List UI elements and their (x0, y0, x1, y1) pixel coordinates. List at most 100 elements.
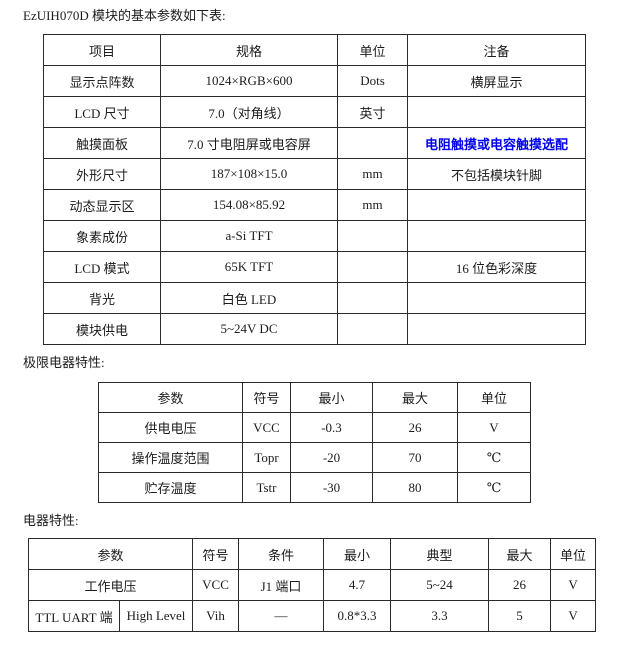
table-row: LCD 尺寸 7.0（对角线） 英寸 (43, 96, 586, 128)
table-cell: TTL UART 端 (28, 600, 120, 632)
table-cell: 象素成份 (43, 220, 161, 252)
limit-characteristics-table: 参数 符号 最小 最大 单位 供电电压 VCC -0.3 26 V 操作温度范围… (98, 382, 531, 503)
table-cell: 贮存温度 (98, 472, 243, 503)
table-cell: 5~24 (390, 569, 490, 601)
table-cell: J1 端口 (238, 569, 325, 601)
table-cell: 26 (372, 412, 458, 443)
header-min: 最小 (323, 538, 392, 570)
electrical-table-header-row: 参数 符号 条件 最小 典型 最大 单位 (27, 538, 597, 570)
table-cell (337, 313, 408, 345)
table-cell (337, 282, 408, 314)
header-max: 最大 (372, 382, 458, 413)
table-cell: 70 (372, 442, 458, 473)
header-note: 注备 (407, 34, 586, 66)
table-cell: 187×108×15.0 (160, 158, 338, 190)
table-cell: -0.3 (290, 412, 373, 443)
table-cell: ℃ (457, 472, 531, 503)
header-min: 最小 (290, 382, 373, 413)
table-cell: LCD 模式 (43, 251, 161, 283)
table-cell: 1024×RGB×600 (160, 65, 338, 97)
electrical-section-heading: 电器特性: (23, 513, 79, 528)
table-cell: High Level (118, 600, 194, 632)
table-cell: 3.3 (390, 600, 490, 632)
table-cell: 154.08×85.92 (160, 189, 338, 221)
table-cell: mm (337, 189, 408, 221)
header-symbol: 符号 (192, 538, 240, 570)
table-row: 触摸面板 7.0 寸电阻屏或电容屏 电阻触摸或电容触摸选配 (43, 127, 586, 159)
table-cell: 触摸面板 (43, 127, 161, 159)
header-parameter: 参数 (98, 382, 243, 413)
header-typical: 典型 (390, 538, 490, 570)
table-cell: ℃ (457, 442, 531, 473)
table-cell: 80 (372, 472, 458, 503)
header-spec: 规格 (160, 34, 338, 66)
table-cell: V (550, 569, 597, 601)
table-cell (337, 127, 408, 159)
table-cell: 65K TFT (160, 251, 338, 283)
header-condition: 条件 (238, 538, 325, 570)
table-cell: 供电电压 (98, 412, 243, 443)
table-cell: 动态显示区 (43, 189, 161, 221)
limit-section-heading: 极限电器特性: (23, 355, 105, 370)
table-cell: Tstr (242, 472, 291, 503)
electrical-characteristics-table: 参数 符号 条件 最小 典型 最大 单位 工作电压 VCC J1 端口 4.7 … (27, 538, 597, 632)
table-cell: 0.8*3.3 (323, 600, 392, 632)
header-unit: 单位 (457, 382, 531, 413)
table-row: TTL UART 端 High Level Vih — 0.8*3.3 3.3 … (28, 600, 597, 632)
table-cell (407, 96, 586, 128)
table-cell: 显示点阵数 (43, 65, 161, 97)
table-row: 贮存温度 Tstr -30 80 ℃ (98, 472, 531, 503)
header-symbol: 符号 (242, 382, 291, 413)
header-parameter: 参数 (27, 538, 194, 570)
table-row: 动态显示区 154.08×85.92 mm (43, 189, 586, 221)
table-cell: mm (337, 158, 408, 190)
table-cell: Topr (242, 442, 291, 473)
table-row: 象素成份 a-Si TFT (43, 220, 586, 252)
table-cell: 操作温度范围 (98, 442, 243, 473)
header-unit: 单位 (550, 538, 597, 570)
table-cell (407, 220, 586, 252)
table-cell: 横屏显示 (407, 65, 586, 97)
table-cell: 16 位色彩深度 (407, 251, 586, 283)
table-row: 模块供电 5~24V DC (43, 313, 586, 345)
table-cell: Vih (192, 600, 240, 632)
table-cell: 5 (488, 600, 552, 632)
table-cell: -20 (290, 442, 373, 473)
header-max: 最大 (488, 538, 552, 570)
table-cell: 不包括模块针脚 (407, 158, 586, 190)
table-cell: LCD 尺寸 (43, 96, 161, 128)
table-cell: Dots (337, 65, 408, 97)
table-cell: 模块供电 (43, 313, 161, 345)
table-cell (407, 282, 586, 314)
table-cell: V (550, 600, 597, 632)
table-cell: 英寸 (337, 96, 408, 128)
table-row: 外形尺寸 187×108×15.0 mm 不包括模块针脚 (43, 158, 586, 190)
table-cell: VCC (242, 412, 291, 443)
table-row: 背光 白色 LED (43, 282, 586, 314)
page-title: EzUIH070D 模块的基本参数如下表: (23, 8, 226, 23)
table-row: LCD 模式 65K TFT 16 位色彩深度 (43, 251, 586, 283)
table-cell: 工作电压 (27, 569, 194, 601)
table-cell: a-Si TFT (160, 220, 338, 252)
table-cell: 背光 (43, 282, 161, 314)
table-cell: 7.0（对角线） (160, 96, 338, 128)
table-cell (407, 189, 586, 221)
table-row: 供电电压 VCC -0.3 26 V (98, 412, 531, 443)
table-cell: -30 (290, 472, 373, 503)
table-cell: 7.0 寸电阻屏或电容屏 (160, 127, 338, 159)
table-row: 操作温度范围 Topr -20 70 ℃ (98, 442, 531, 473)
touch-option-note: 电阻触摸或电容触摸选配 (407, 127, 586, 159)
limit-table-header-row: 参数 符号 最小 最大 单位 (98, 382, 531, 413)
table-cell: 26 (488, 569, 552, 601)
basic-table-header-row: 项目 规格 单位 注备 (43, 34, 586, 66)
table-row: 显示点阵数 1024×RGB×600 Dots 横屏显示 (43, 65, 586, 97)
table-cell: — (238, 600, 325, 632)
header-item: 项目 (43, 34, 161, 66)
table-cell: 5~24V DC (160, 313, 338, 345)
table-cell: 白色 LED (160, 282, 338, 314)
header-unit: 单位 (337, 34, 408, 66)
table-cell: VCC (192, 569, 240, 601)
table-cell (337, 251, 408, 283)
table-cell (407, 313, 586, 345)
table-cell (337, 220, 408, 252)
